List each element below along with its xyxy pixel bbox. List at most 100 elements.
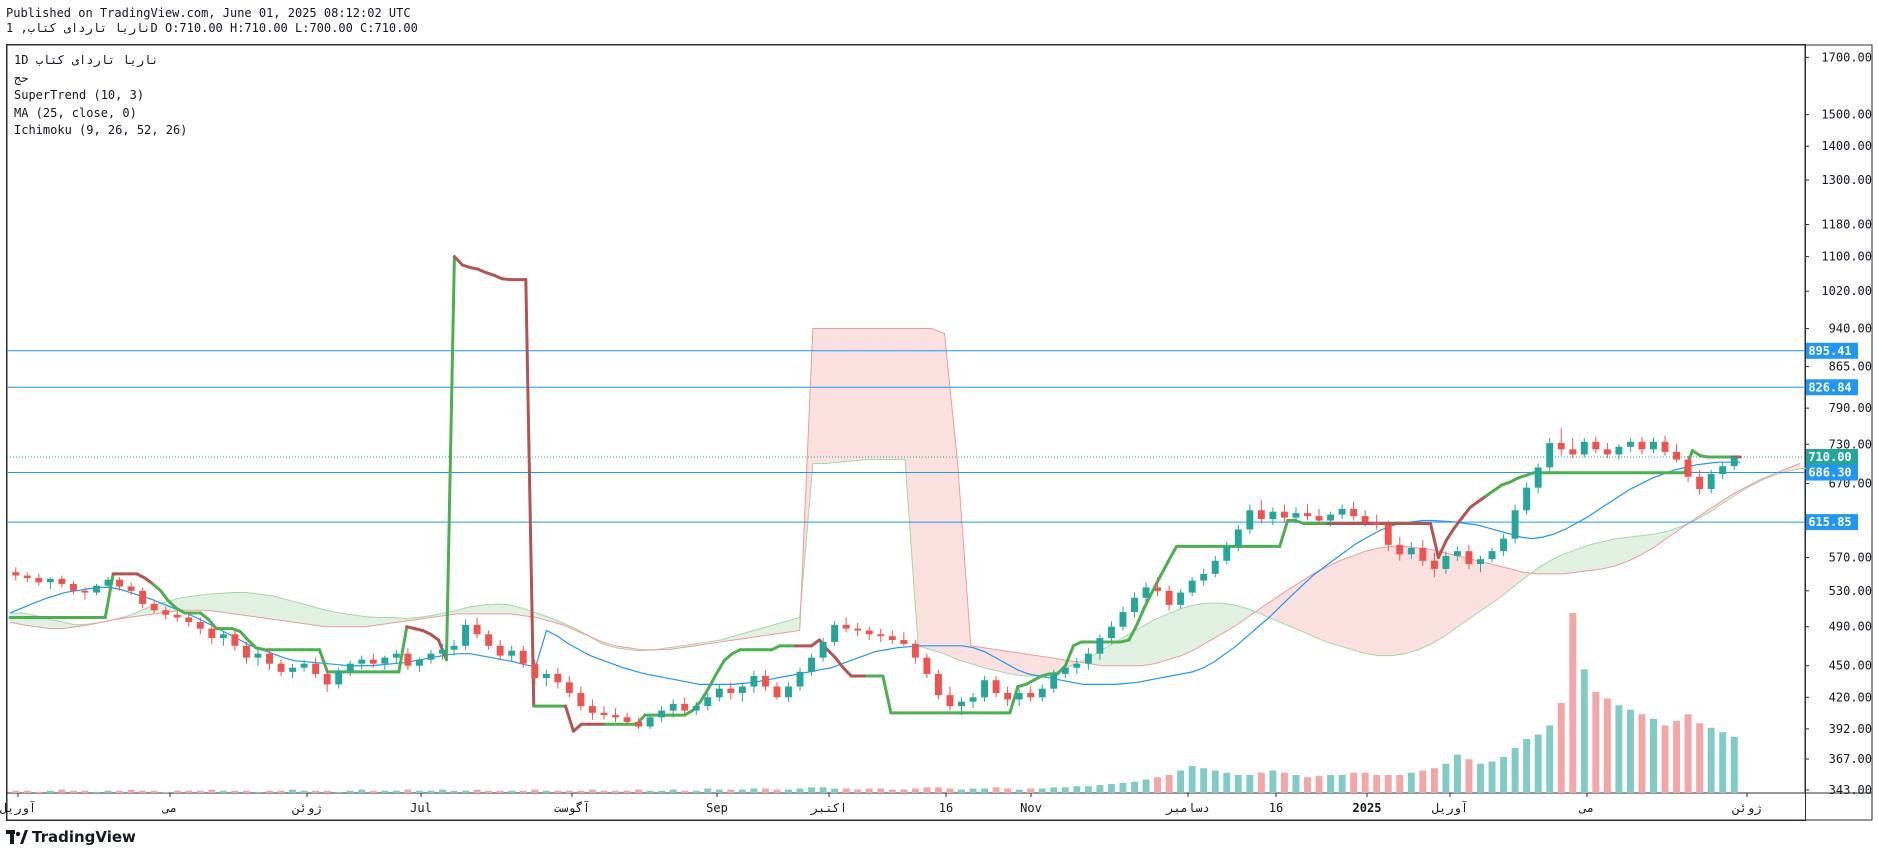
candle-body[interactable]	[173, 614, 181, 618]
candle-body[interactable]	[981, 680, 989, 698]
candle-body[interactable]	[12, 572, 20, 576]
candle-body[interactable]	[427, 653, 435, 660]
candle-body[interactable]	[254, 653, 262, 658]
candle-body[interactable]	[185, 617, 193, 623]
candle-body[interactable]	[1453, 551, 1461, 556]
candle-body[interactable]	[104, 579, 112, 586]
candle-body[interactable]	[1165, 590, 1173, 605]
candle-body[interactable]	[485, 634, 493, 646]
candle-body[interactable]	[35, 578, 43, 583]
candle-body[interactable]	[277, 663, 285, 672]
candle-body[interactable]	[554, 673, 562, 683]
candle-body[interactable]	[761, 676, 769, 687]
legend-ichimoku[interactable]: Ichimoku (9, 26, 52, 26)	[14, 123, 188, 137]
candle-body[interactable]	[692, 706, 700, 711]
candle-body[interactable]	[1350, 508, 1358, 517]
candle-body[interactable]	[877, 634, 885, 637]
candle-body[interactable]	[1142, 587, 1150, 598]
price-level-tag[interactable]	[1806, 514, 1858, 531]
candle-body[interactable]	[1015, 692, 1023, 700]
candle-body[interactable]	[81, 590, 89, 593]
candle-body[interactable]	[565, 682, 573, 693]
candle-body[interactable]	[266, 653, 273, 664]
candle-body[interactable]	[1615, 446, 1623, 455]
candle-body[interactable]	[646, 717, 654, 727]
candle-body[interactable]	[750, 676, 758, 687]
candle-body[interactable]	[116, 579, 124, 587]
candle-body[interactable]	[738, 686, 746, 693]
candle-body[interactable]	[577, 692, 585, 707]
candle-body[interactable]	[139, 590, 147, 604]
candle-body[interactable]	[969, 697, 977, 702]
candle-body[interactable]	[462, 624, 470, 646]
candle-body[interactable]	[1107, 626, 1115, 639]
candle-body[interactable]	[1719, 466, 1727, 475]
candle-body[interactable]	[369, 659, 377, 664]
ma-line[interactable]	[9, 461, 1740, 686]
candle-body[interactable]	[1488, 551, 1496, 560]
candle-body[interactable]	[1188, 580, 1196, 593]
candle-body[interactable]	[150, 603, 158, 611]
candle-body[interactable]	[358, 659, 366, 664]
candle-body[interactable]	[819, 641, 827, 658]
candle-body[interactable]	[312, 663, 320, 674]
candle-body[interactable]	[785, 686, 792, 698]
candle-body[interactable]	[1096, 638, 1104, 654]
candle-body[interactable]	[496, 645, 504, 656]
candle-body[interactable]	[93, 585, 100, 593]
candle-body[interactable]	[1084, 653, 1092, 664]
candle-body[interactable]	[958, 701, 965, 707]
candle-body[interactable]	[1673, 451, 1681, 460]
candle-body[interactable]	[669, 703, 677, 711]
candle-body[interactable]	[1246, 510, 1254, 530]
candle-body[interactable]	[1373, 521, 1381, 525]
candle-body[interactable]	[58, 578, 66, 584]
candle-body[interactable]	[1396, 544, 1404, 555]
candle-body[interactable]	[162, 610, 170, 615]
candle-body[interactable]	[1650, 441, 1657, 450]
candle-body[interactable]	[1442, 555, 1450, 569]
candle-body[interactable]	[23, 575, 31, 579]
candle-body[interactable]	[1661, 441, 1669, 452]
candle-body[interactable]	[439, 649, 446, 654]
candle-body[interactable]	[1119, 612, 1127, 627]
candle-body[interactable]	[127, 586, 135, 591]
candle-body[interactable]	[1603, 449, 1611, 455]
candle-body[interactable]	[588, 706, 596, 713]
candle-body[interactable]	[196, 622, 204, 629]
candle-body[interactable]	[1384, 524, 1392, 545]
candle-body[interactable]	[1338, 508, 1346, 515]
candle-body[interactable]	[450, 645, 458, 650]
candle-body[interactable]	[404, 653, 412, 666]
candle-body[interactable]	[508, 650, 516, 656]
candle-body[interactable]	[1327, 514, 1335, 521]
candle-body[interactable]	[727, 688, 735, 693]
candle-body[interactable]	[1315, 516, 1323, 521]
legend-ma[interactable]: MA (25, close, 0)	[14, 105, 137, 120]
candle-body[interactable]	[1211, 560, 1219, 574]
candle-body[interactable]	[1419, 547, 1427, 561]
last-price-tag[interactable]	[1806, 448, 1858, 465]
candle-body[interactable]	[219, 634, 227, 639]
candle-body[interactable]	[923, 657, 931, 674]
candle-body[interactable]	[415, 659, 423, 666]
candle-body[interactable]	[900, 640, 908, 644]
candle-body[interactable]	[934, 673, 942, 696]
candle-body[interactable]	[992, 680, 1000, 693]
candle-body[interactable]	[1465, 551, 1473, 564]
candle-body[interactable]	[1038, 688, 1046, 698]
candle-body[interactable]	[1061, 667, 1069, 674]
candle-body[interactable]	[1234, 529, 1242, 547]
candle-body[interactable]	[1430, 560, 1438, 569]
candle-body[interactable]	[773, 686, 781, 698]
candle-body[interactable]	[1696, 476, 1704, 490]
candle-body[interactable]	[1269, 511, 1277, 520]
candle-body[interactable]	[1626, 441, 1634, 447]
candle-body[interactable]	[796, 671, 804, 687]
price-level-tag[interactable]	[1806, 379, 1858, 396]
candle-body[interactable]	[1684, 459, 1692, 477]
candle-body[interactable]	[289, 667, 297, 672]
candle-body[interactable]	[1730, 456, 1738, 467]
candle-body[interactable]	[1361, 516, 1369, 522]
